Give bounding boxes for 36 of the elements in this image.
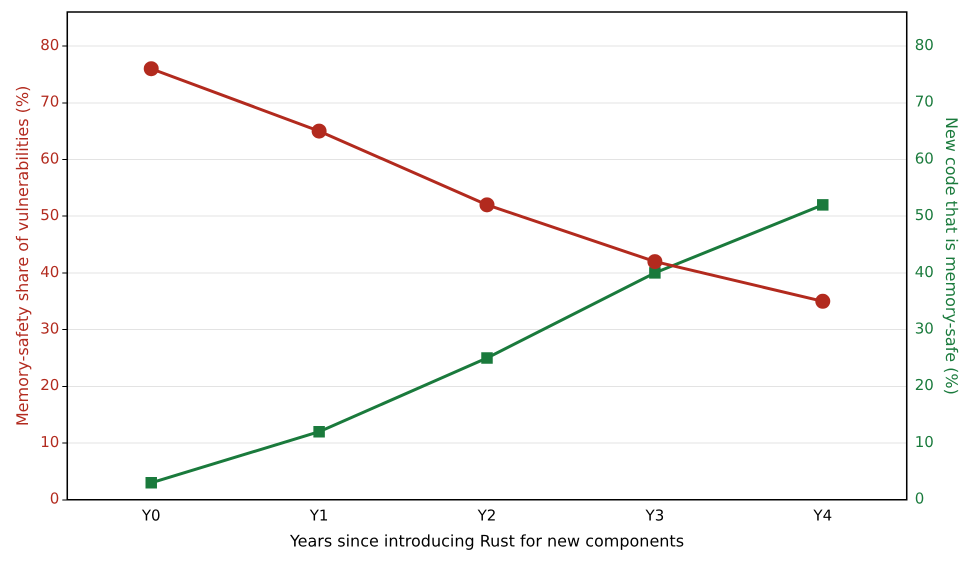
y-tick-label: 0 [50, 490, 60, 508]
y2-tick-label: 70 [914, 92, 934, 111]
x-tick-label: Y2 [476, 506, 496, 525]
point [312, 124, 327, 139]
y2-tick-label: 60 [914, 149, 934, 168]
y2-tick-label: 40 [914, 262, 934, 281]
x-axis-title: Years since introducing Rust for new components [288, 532, 684, 551]
y2-tick-label: 10 [914, 432, 934, 451]
point [144, 61, 159, 76]
y2-tick-label: 20 [914, 376, 934, 394]
y-axis-title: Memory-safety share of vulnerabilities (%) [12, 86, 32, 426]
y-tick-label: 10 [40, 432, 60, 451]
y2-tick-label: 80 [914, 36, 934, 54]
y-tick-label: 80 [40, 36, 60, 54]
x-tick-label: Y1 [308, 506, 328, 525]
y-tick-label: 50 [40, 206, 60, 224]
y2-axis-title: New code that is memory-safe (%) [942, 116, 962, 395]
y2-tick-label: 50 [914, 206, 934, 224]
y-tick-label: 20 [40, 376, 60, 394]
point [481, 352, 493, 364]
point [817, 199, 829, 211]
y-tick-label: 60 [40, 149, 60, 168]
x-tick-label: Y4 [812, 506, 832, 525]
point [313, 426, 325, 438]
x-tick-label: Y0 [140, 506, 161, 525]
y-tick-label: 30 [40, 320, 60, 338]
point [815, 294, 830, 309]
y-tick-label: 70 [40, 92, 60, 111]
point [480, 197, 494, 212]
x-tick-label: Y3 [644, 506, 664, 525]
point [647, 254, 662, 270]
point [649, 267, 661, 279]
y2-tick-label: 0 [914, 490, 924, 508]
point [145, 477, 157, 489]
y-tick-label: 40 [40, 262, 60, 281]
y2-tick-label: 30 [914, 320, 934, 338]
